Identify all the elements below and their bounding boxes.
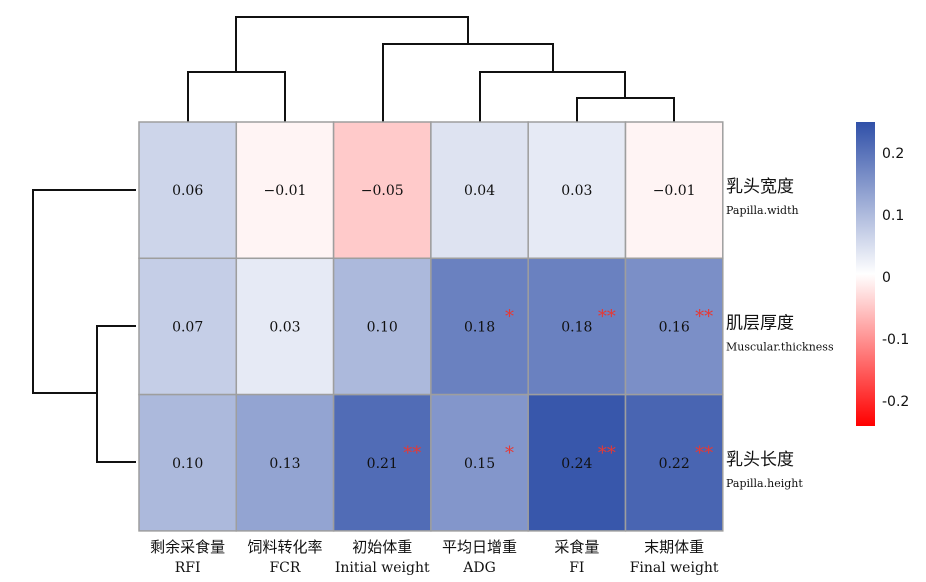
cell-value-label: 0.04 [464, 183, 495, 199]
column-label-zh: 末期体重 [644, 538, 704, 556]
cell-value-label: −0.05 [361, 183, 404, 199]
row-label-zh: 肌层厚度 [726, 313, 794, 333]
color-legend-tick-label: 0.1 [882, 208, 904, 224]
column-label-en: Final weight [630, 560, 719, 576]
heatmap-cell [430, 257, 529, 396]
heatmap-cell [235, 393, 335, 532]
heatmap-cell [624, 393, 724, 532]
heatmap-cell [527, 257, 627, 396]
heatmap-cell [332, 121, 432, 260]
col-dendro-link-rfi-fcr [187, 71, 286, 122]
cell-value-label: 0.06 [172, 183, 203, 199]
cell-value-label: 0.18 [464, 319, 495, 335]
column-label-en: Initial weight [335, 560, 430, 576]
cell-value-label: 0.18 [561, 319, 592, 335]
heatmap-cell [430, 393, 529, 532]
cell-value-label: 0.15 [464, 456, 495, 472]
color-legend-bar [856, 122, 875, 426]
col-dendro-link-root [235, 16, 469, 72]
significance-marker: ** [598, 306, 616, 327]
column-labels: 剩余采食量 RFI 饲料转化率 FCR 初始体重 Initial weight 平均日增重 A… [150, 538, 719, 576]
cell-value-label: 0.16 [659, 319, 690, 335]
cell-value-label: 0.21 [367, 456, 398, 472]
cell-value-label: 0.03 [269, 319, 300, 335]
color-legend-tick-label: 0 [882, 270, 891, 286]
col-dendro-link-fi-final [576, 97, 675, 122]
color-legend-ticks: 0.2 0.1 0 -0.1 -0.2 [882, 146, 909, 410]
significance-marker: ** [695, 306, 713, 327]
row-label-en: Papilla.height [726, 477, 803, 490]
cell-value-label: 0.13 [269, 456, 300, 472]
heatmap-cell [624, 257, 724, 396]
heatmap-cells: 0.06 −0.01 −0.05 0.04 0.03 −0.01 0.07 0.03 0.10 0… [138, 121, 724, 532]
column-label-zh: 初始体重 [352, 538, 412, 556]
col-dendro-link-initial-rest [382, 43, 554, 122]
significance-marker: * [505, 306, 514, 327]
column-label-zh: 饲料转化率 [247, 538, 322, 556]
row-dendro-link-muscular-height [96, 325, 136, 463]
color-legend-tick-label: -0.1 [882, 332, 909, 348]
cell-value-label: −0.01 [653, 183, 696, 199]
cell-value-label: 0.07 [172, 319, 203, 335]
color-legend: 0.2 0.1 0 -0.1 -0.2 [856, 122, 909, 426]
column-label-en: ADG [462, 560, 496, 576]
cell-value-label: 0.10 [367, 319, 398, 335]
heatmap-cell [138, 393, 238, 532]
column-label-zh: 平均日增重 [442, 538, 517, 556]
heatmap-cell [235, 121, 335, 260]
heatmap-cell [430, 121, 529, 260]
cell-value-label: 0.24 [561, 456, 592, 472]
cell-value-label: −0.01 [263, 183, 306, 199]
row-label-en: Muscular.thickness [726, 340, 834, 353]
column-dendrogram [187, 16, 675, 122]
column-label-en: FI [569, 560, 584, 576]
column-label-en: FCR [269, 560, 300, 576]
significance-marker: * [505, 443, 514, 464]
significance-marker: ** [695, 443, 713, 464]
row-label-zh: 乳头长度 [726, 450, 794, 470]
cell-value-label: 0.22 [659, 456, 690, 472]
row-dendrogram [32, 189, 136, 463]
column-label-zh: 采食量 [554, 538, 599, 556]
row-labels: 乳头宽度 Papilla.width 肌层厚度 Muscular.thickness 乳… [726, 177, 834, 490]
column-label-zh: 剩余采食量 [150, 538, 225, 556]
cell-value-label: 0.10 [172, 456, 203, 472]
heatmap-cell [527, 393, 627, 532]
significance-marker: ** [403, 443, 421, 464]
heatmap-cell [138, 121, 238, 260]
significance-marker: ** [598, 443, 616, 464]
color-legend-tick-label: 0.2 [882, 146, 904, 162]
color-legend-tick-label: -0.2 [882, 394, 909, 410]
cell-value-label: 0.03 [561, 183, 592, 199]
heatmap-cell [332, 393, 432, 532]
heatmap-cell [624, 121, 724, 260]
column-label-en: RFI [175, 560, 201, 576]
heatmap-cell [138, 257, 238, 396]
row-label-en: Papilla.width [726, 204, 799, 217]
row-label-zh: 乳头宽度 [726, 177, 794, 197]
row-dendro-link-root [32, 189, 136, 394]
